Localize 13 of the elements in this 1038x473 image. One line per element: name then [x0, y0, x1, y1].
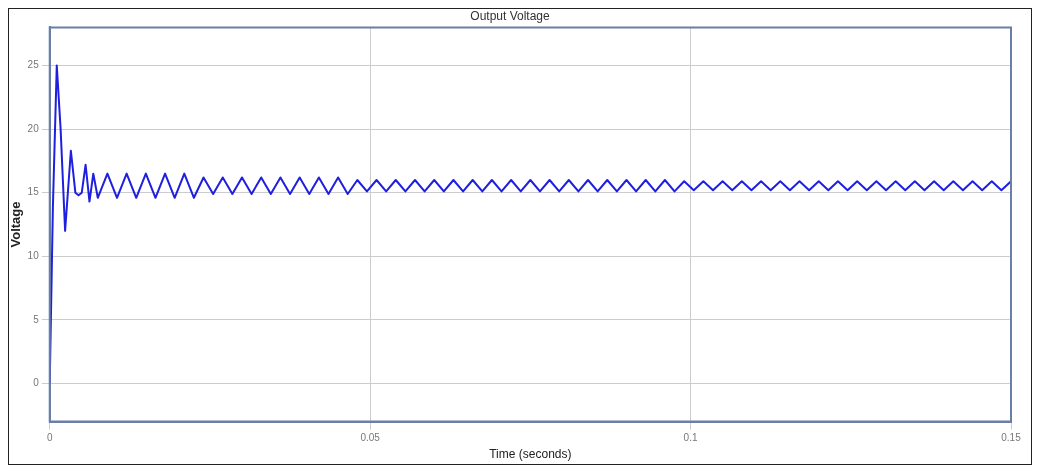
x-tick-label: 0: [46, 432, 53, 444]
y-tick-label: 10: [27, 250, 40, 262]
x-tick-label: 0.15: [1001, 432, 1022, 444]
chart-title: Output Voltage: [470, 8, 551, 23]
x-tick-label: 0.1: [683, 432, 698, 444]
y-tick-label: 25: [27, 59, 40, 71]
y-tick-label: 20: [27, 122, 40, 134]
y-tick-label: 0: [33, 377, 40, 389]
y-tick-label: 15: [27, 186, 40, 198]
y-tick-label: 5: [33, 313, 40, 325]
x-axis-title: Time (seconds): [489, 447, 572, 462]
x-tick-label: 0.05: [360, 432, 381, 444]
y-axis-title: Voltage: [8, 201, 24, 248]
